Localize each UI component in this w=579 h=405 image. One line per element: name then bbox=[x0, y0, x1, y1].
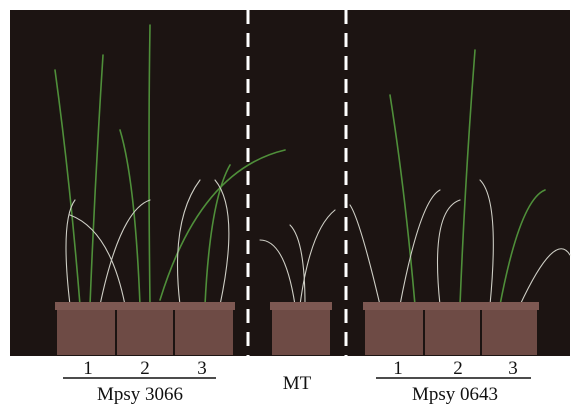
pot-number: 3 bbox=[197, 358, 207, 379]
pot-number: 1 bbox=[393, 358, 403, 379]
photo-background bbox=[10, 10, 570, 356]
pot-number: 2 bbox=[453, 358, 463, 379]
group-label: Mpsy 3066 bbox=[97, 384, 183, 405]
plants bbox=[54, 24, 571, 306]
pot-number: 3 bbox=[508, 358, 518, 379]
pot-number: 1 bbox=[83, 358, 93, 379]
pots bbox=[55, 302, 539, 355]
group-label: MT bbox=[283, 373, 312, 394]
group-label: Mpsy 0643 bbox=[412, 384, 498, 405]
pot-number: 2 bbox=[140, 358, 150, 379]
